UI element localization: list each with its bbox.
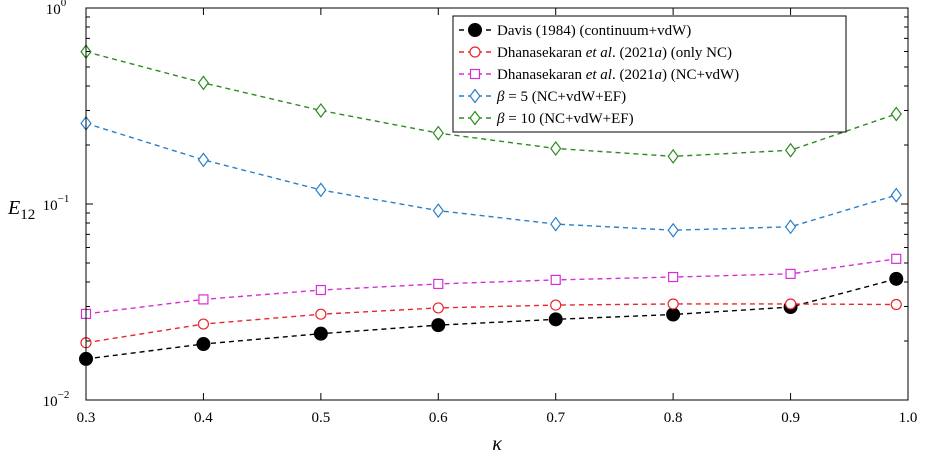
- data-point: [196, 337, 211, 352]
- data-point: [784, 219, 797, 235]
- data-point: [431, 318, 446, 333]
- data-point: [890, 187, 902, 203]
- x-tick-label: 0.5: [311, 410, 330, 426]
- x-tick-label: 0.6: [429, 410, 448, 426]
- y-axis-label-sub: 12: [20, 207, 35, 223]
- data-point: [550, 274, 561, 285]
- series-line: [85, 122, 897, 231]
- data-point: [889, 271, 904, 286]
- legend-marker: [468, 23, 482, 37]
- legend-item: Dhanasekaran et al. (2021a) (NC+vdW): [459, 67, 739, 83]
- data-point: [315, 308, 327, 320]
- data-point: [667, 298, 679, 310]
- y-tick-label: 10−1: [43, 193, 70, 214]
- data-point: [433, 278, 444, 290]
- data-point: [666, 307, 681, 322]
- legend-label: β = 10 (NC+vdW+EF): [496, 111, 634, 127]
- data-point: [315, 102, 327, 118]
- data-point: [785, 268, 796, 279]
- legend-item: Dhanasekaran et al. (2021a) (only NC): [459, 45, 732, 61]
- legend-marker: [469, 46, 481, 58]
- data-point: [784, 298, 797, 310]
- data-point: [315, 284, 326, 296]
- data-point: [668, 271, 679, 283]
- legend-label: Dhanasekaran et al. (2021a) (NC+vdW): [497, 67, 739, 83]
- y-axis-label: E12: [7, 197, 35, 223]
- legend-label: Dhanasekaran et al. (2021a) (only NC): [497, 45, 732, 61]
- series-4: [80, 115, 902, 238]
- data-point: [313, 326, 328, 341]
- series-line: [85, 278, 897, 360]
- data-point: [784, 142, 797, 158]
- data-point: [890, 106, 902, 122]
- data-point: [315, 182, 327, 198]
- x-axis-label: κ: [492, 433, 502, 455]
- legend-marker: [469, 88, 481, 104]
- x-tick-label: 0.7: [546, 410, 565, 426]
- series-line: [85, 51, 897, 158]
- data-point: [890, 298, 902, 311]
- data-point: [891, 253, 902, 264]
- data-point: [198, 294, 209, 305]
- legend-box: [452, 15, 847, 133]
- y-tick-label: 100: [46, 0, 67, 18]
- series-line: [85, 303, 897, 344]
- axes: 0.3 0.4 0.5 0.6 0.7 0.8 0.9 1.0 100 10−1 10−2: [43, 0, 918, 426]
- data-point: [432, 203, 444, 219]
- series-3: [80, 253, 902, 319]
- legend-marker: [469, 68, 481, 80]
- x-tick-label: 0.9: [781, 410, 800, 426]
- data-point: [548, 312, 563, 327]
- plot-area: [79, 44, 904, 366]
- data-point: [667, 222, 679, 238]
- y-tick-label: 10−2: [43, 389, 70, 410]
- legend: Davis (1984) (continuum+vdW) Dhanasekaran…: [452, 15, 847, 133]
- series-1: [79, 271, 904, 366]
- data-point: [197, 75, 210, 91]
- legend-label: Davis (1984) (continuum+vdW): [497, 23, 691, 39]
- legend-item: β = 5 (NC+vdW+EF): [459, 88, 626, 105]
- data-point: [197, 318, 210, 330]
- data-point: [550, 299, 562, 311]
- x-tick-label: 0.3: [77, 410, 96, 426]
- legend-item: Davis (1984) (continuum+vdW): [459, 23, 691, 39]
- series-line: [85, 258, 897, 315]
- data-point: [550, 216, 562, 232]
- data-point: [432, 125, 444, 141]
- data-point: [432, 302, 444, 314]
- x-tick-label: 0.4: [194, 410, 213, 426]
- legend-marker: [469, 110, 481, 126]
- data-point: [667, 148, 679, 164]
- legend-label: β = 5 (NC+vdW+EF): [496, 89, 626, 105]
- data-point: [550, 140, 562, 156]
- data-point: [197, 152, 210, 168]
- legend-item: β = 10 (NC+vdW+EF): [459, 110, 634, 127]
- y-axis-label-main: E: [7, 197, 20, 219]
- x-tick-label: 1.0: [899, 410, 918, 426]
- series-2: [80, 298, 902, 349]
- x-tick-label: 0.8: [664, 410, 683, 426]
